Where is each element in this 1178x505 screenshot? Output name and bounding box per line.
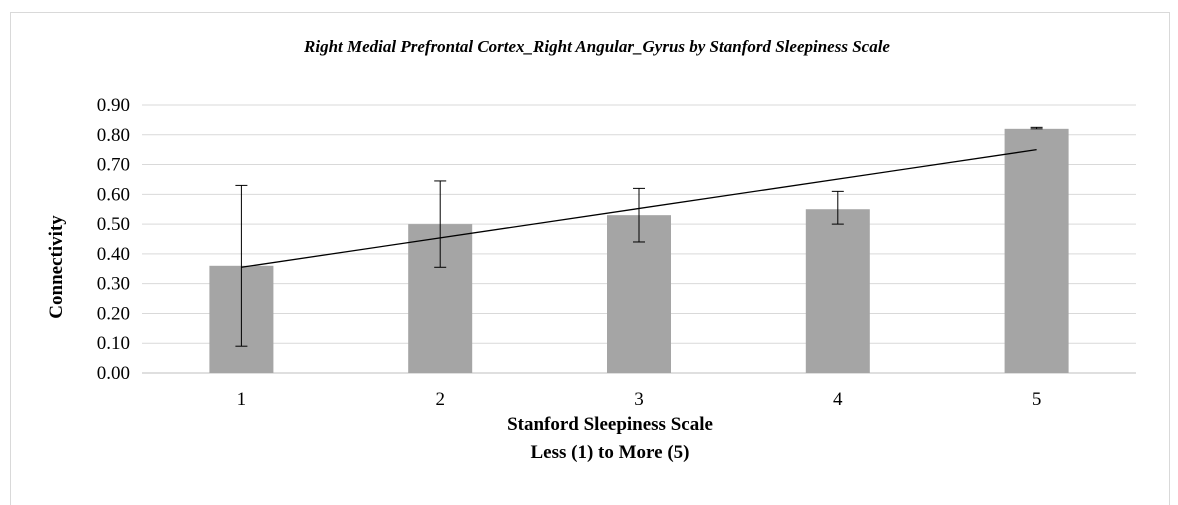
bars xyxy=(209,128,1069,373)
y-tick-label: 0.30 xyxy=(97,274,130,295)
x-axis-tick-labels: 1 2 3 4 5 xyxy=(237,389,1042,410)
y-tick-label: 0.00 xyxy=(97,363,130,384)
x-tick-label: 1 xyxy=(237,389,247,410)
y-tick-label: 0.10 xyxy=(97,333,130,354)
y-axis-label: Connectivity xyxy=(46,215,67,319)
trendline xyxy=(241,149,1037,268)
y-axis-tick-labels: 0.00 0.10 0.20 0.30 0.40 0.50 0.60 0.70 0.80 0.90 xyxy=(97,95,130,384)
bar xyxy=(1004,128,1069,373)
x-tick-label: 3 xyxy=(634,389,644,410)
x-axis-label-line-1: Stanford Sleepiness Scale xyxy=(507,414,713,435)
y-tick-label: 0.80 xyxy=(97,125,130,146)
y-tick-label: 0.70 xyxy=(97,155,130,176)
x-axis-label-line-2: Less (1) to More (5) xyxy=(531,442,690,463)
x-tick-label: 4 xyxy=(833,389,843,410)
chart-title: Right Medial Prefrontal Cortex_Right Ang… xyxy=(303,37,890,56)
y-tick-label: 0.50 xyxy=(97,214,130,235)
error-bars xyxy=(235,126,1043,347)
y-tick-label: 0.90 xyxy=(97,95,130,116)
y-tick-label: 0.20 xyxy=(97,303,130,324)
x-tick-label: 5 xyxy=(1032,389,1042,410)
bar xyxy=(805,209,870,373)
x-tick-label: 2 xyxy=(435,389,445,410)
chart-frame xyxy=(10,12,1170,505)
y-tick-label: 0.40 xyxy=(97,244,130,265)
trendline-line xyxy=(241,149,1037,268)
y-tick-label: 0.60 xyxy=(97,184,130,205)
